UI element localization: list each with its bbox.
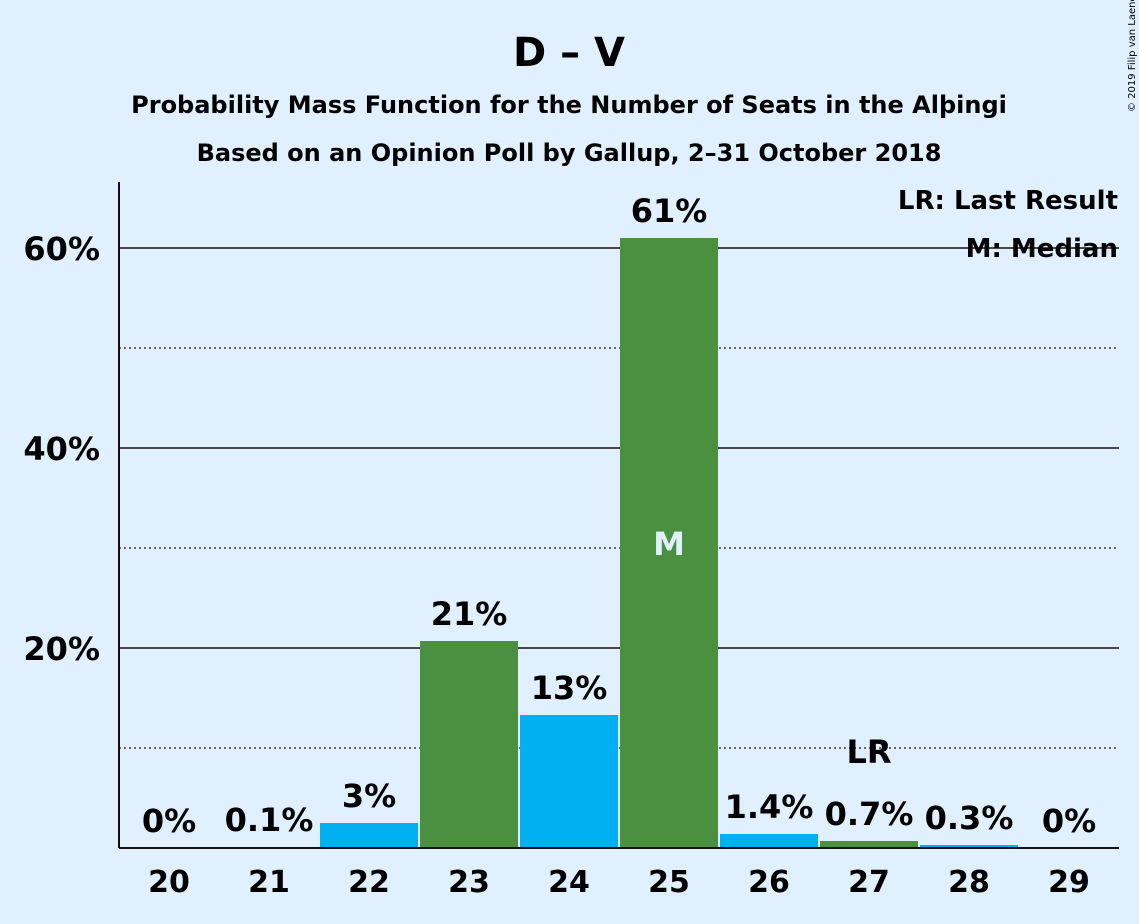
bar-27 xyxy=(820,841,918,848)
markers: M LR xyxy=(653,525,891,771)
data-label-20: 0% xyxy=(142,802,196,840)
x-tick-label-28: 28 xyxy=(948,865,990,900)
data-label-25: 61% xyxy=(631,192,708,230)
bar-24 xyxy=(520,715,618,848)
gridlines xyxy=(119,247,1119,749)
data-label-21: 0.1% xyxy=(225,801,314,839)
x-tick-label-29: 29 xyxy=(1048,865,1090,900)
copyright-text: © 2019 Filip van Laenen xyxy=(1127,0,1138,112)
chart-subtitle-2: Based on an Opinion Poll by Gallup, 2–31… xyxy=(197,139,942,167)
x-tick-label-26: 26 xyxy=(748,865,790,900)
x-tick-label-23: 23 xyxy=(448,865,490,900)
bar-22 xyxy=(320,823,418,848)
x-tick-label-25: 25 xyxy=(648,865,690,900)
chart-title: D – V xyxy=(513,30,625,76)
data-label-24: 13% xyxy=(531,669,608,707)
x-tick-label-27: 27 xyxy=(848,865,890,900)
last-result-marker: LR xyxy=(846,733,891,771)
data-label-26: 1.4% xyxy=(725,788,814,826)
data-label-29: 0% xyxy=(1042,802,1096,840)
data-label-27: 0.7% xyxy=(825,795,914,833)
data-label-22: 3% xyxy=(342,777,396,815)
x-tick-label-21: 21 xyxy=(248,865,290,900)
bar-28 xyxy=(920,845,1018,848)
bar-26 xyxy=(720,834,818,848)
y-axis-ticks: 20% 40% 60% xyxy=(23,230,100,668)
bar-25 xyxy=(620,238,718,848)
x-tick-label-20: 20 xyxy=(148,865,190,900)
legend-median: M: Median xyxy=(966,234,1118,264)
median-marker: M xyxy=(653,525,685,563)
y-tick-label: 20% xyxy=(23,630,100,668)
y-tick-label: 60% xyxy=(23,230,100,268)
bar-23 xyxy=(420,641,518,848)
bars xyxy=(220,238,1018,848)
data-label-23: 21% xyxy=(431,595,508,633)
x-axis-ticks: 20 21 22 23 24 25 26 27 28 29 xyxy=(148,865,1090,900)
x-tick-label-24: 24 xyxy=(548,865,590,900)
data-label-28: 0.3% xyxy=(925,799,1014,837)
legend-last-result: LR: Last Result xyxy=(898,186,1118,216)
data-labels: 0% 0.1% 3% 21% 13% 61% 1.4% 0.7% 0.3% 0% xyxy=(142,192,1096,840)
chart-subtitle-1: Probability Mass Function for the Number… xyxy=(131,91,1007,119)
x-tick-label-22: 22 xyxy=(348,865,390,900)
y-tick-label: 40% xyxy=(23,430,100,468)
